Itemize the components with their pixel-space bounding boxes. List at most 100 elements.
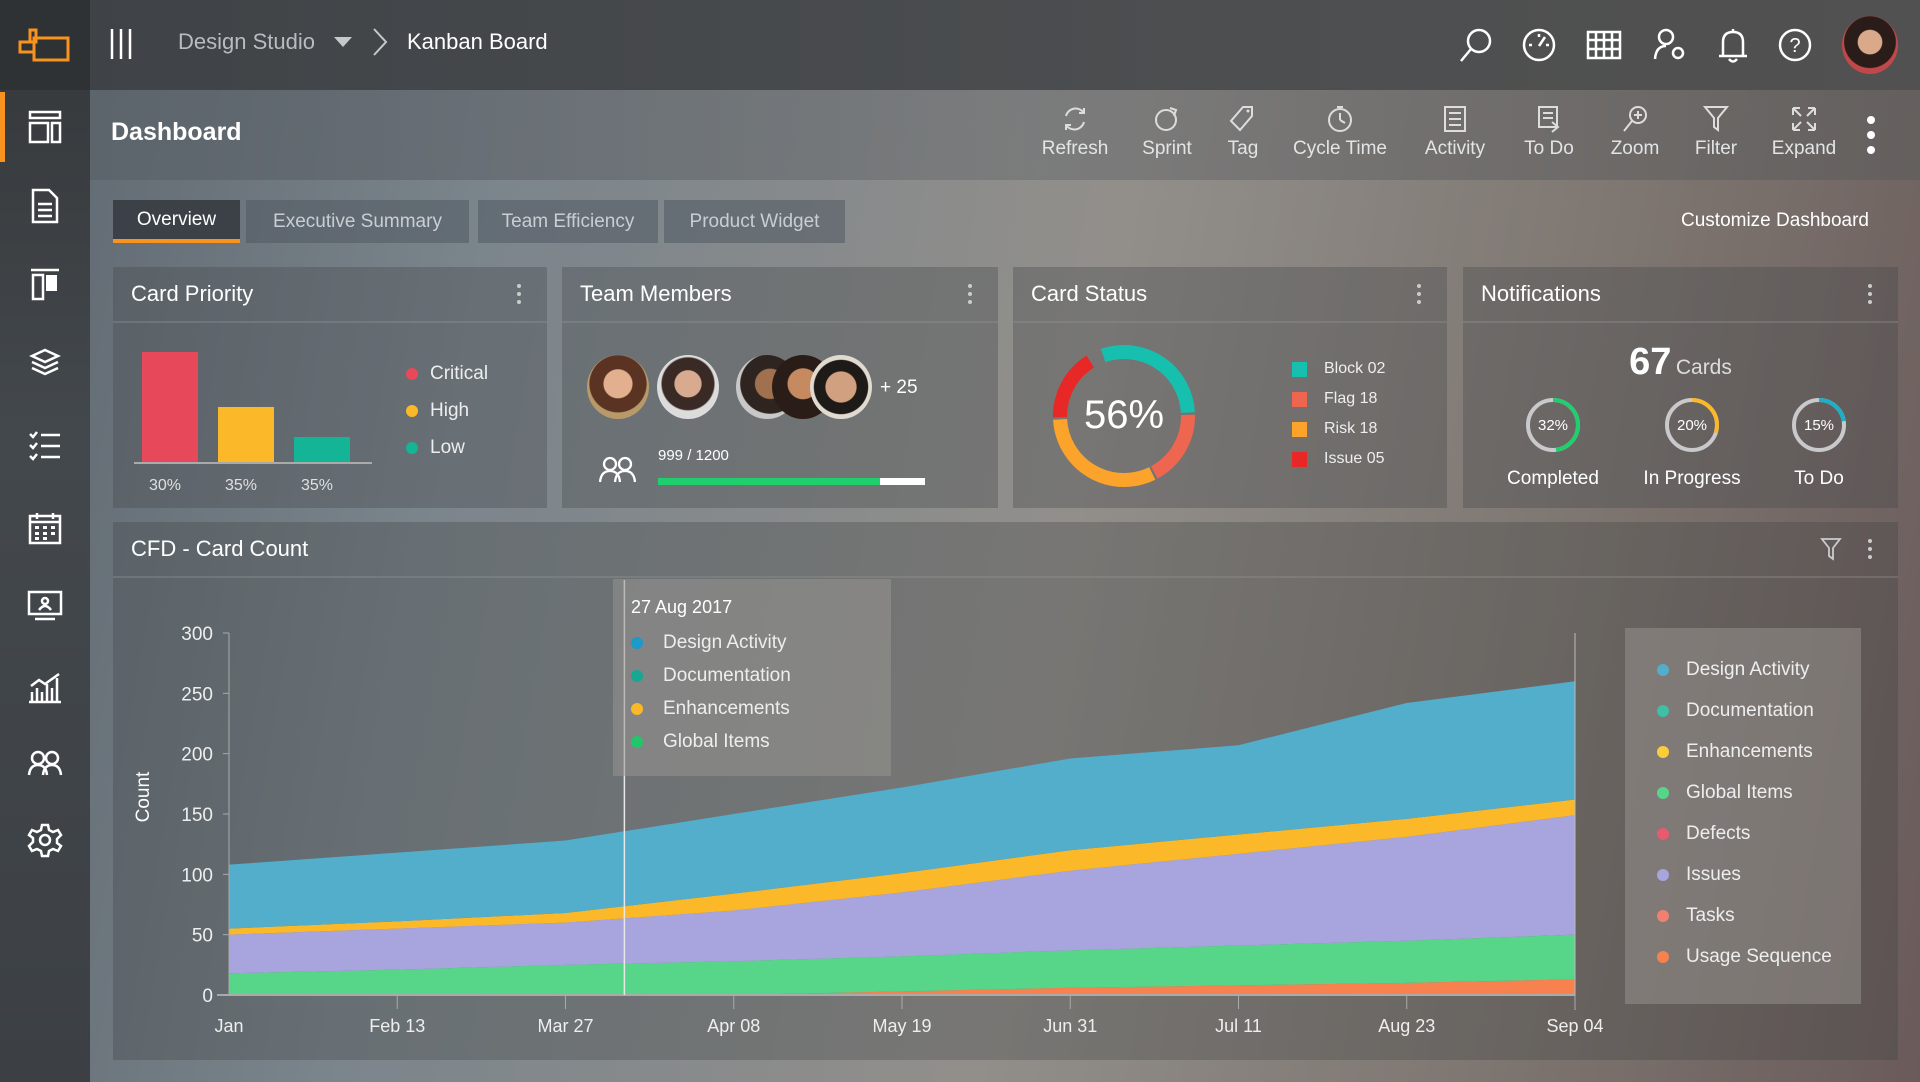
tab-overview[interactable]: Overview <box>113 200 240 243</box>
toolbar-filter-button[interactable]: Filter <box>1666 104 1766 160</box>
toolbar-tag-button[interactable]: Tag <box>1193 104 1293 160</box>
sidebar-item-settings[interactable] <box>0 805 90 875</box>
sidebar-item-reports[interactable] <box>0 653 90 723</box>
sidebar-item-layers[interactable] <box>0 327 90 397</box>
team-member-avatar[interactable] <box>810 355 872 419</box>
tooltip-label: Global Items <box>663 731 770 752</box>
series-dot-icon <box>631 670 643 682</box>
toolbar-label: Expand <box>1771 138 1837 159</box>
chart-menu-icon[interactable] <box>1860 534 1880 564</box>
progress-ring: 20% <box>1665 398 1719 452</box>
legend-item-tasks[interactable]: Tasks <box>1657 904 1861 927</box>
team-member-avatar[interactable] <box>587 355 649 419</box>
legend-item-documentation[interactable]: Documentation <box>1657 699 1861 722</box>
tab-executive-summary[interactable]: Executive Summary <box>246 200 469 243</box>
legend-label: Tasks <box>1686 904 1735 926</box>
legend-label: Issues <box>1686 863 1741 885</box>
legend-item-global-items[interactable]: Global Items <box>1657 781 1861 804</box>
y-tick-label: 200 <box>181 745 213 766</box>
legend-item-design-activity[interactable]: Design Activity <box>1657 658 1861 681</box>
y-tick-label: 250 <box>181 684 213 705</box>
more-options-icon[interactable] <box>1867 116 1875 154</box>
search-icon[interactable] <box>1453 22 1499 68</box>
area-design-activity[interactable] <box>229 681 1575 929</box>
ring-label: Completed <box>1507 468 1599 489</box>
tab-product-widget[interactable]: Product Widget <box>664 200 845 243</box>
tab-team-efficiency[interactable]: Team Efficiency <box>478 200 658 243</box>
legend-item-issues[interactable]: Issues <box>1657 863 1861 886</box>
team-member-avatar[interactable] <box>657 355 719 419</box>
help-icon[interactable]: ? <box>1772 22 1818 68</box>
area-usage-sequence[interactable] <box>229 979 1575 995</box>
status-legend-item: Risk 18 <box>1292 420 1385 438</box>
user-avatar[interactable] <box>1842 16 1898 74</box>
sidebar-item-checklist[interactable] <box>0 411 90 481</box>
toolbar-zoom-button[interactable]: Zoom <box>1585 104 1685 160</box>
status-legend-item: Flag 18 <box>1292 390 1385 408</box>
refresh-icon <box>1065 107 1085 131</box>
priority-legend-item: Low <box>406 437 488 459</box>
more-members-count[interactable]: + 25 <box>880 377 918 398</box>
legend-label: Block 02 <box>1324 360 1386 377</box>
priority-bar[interactable] <box>294 436 350 462</box>
notification-ring-completed[interactable]: 32% Completed <box>1503 395 1603 490</box>
cfd-area-chart[interactable]: 0 50 100 150 200 250 300 Jan Feb 13 Mar 27 Apr 08 M… <box>113 522 1898 1060</box>
legend-item-enhancements[interactable]: Enhancements <box>1657 740 1861 763</box>
donut-segment[interactable] <box>1053 355 1095 418</box>
chart-tooltip: 27 Aug 2017 Design Activity Documentation… <box>613 579 891 776</box>
breadcrumb-project[interactable]: Design Studio <box>178 29 315 54</box>
sidebar-item-calendar[interactable] <box>0 493 90 563</box>
toolbar-label: To Do <box>1524 138 1574 159</box>
widget-menu-icon[interactable] <box>1860 279 1880 309</box>
area-issues[interactable] <box>229 815 1575 974</box>
legend-label: Enhancements <box>1686 740 1813 762</box>
sidebar-item-presentation[interactable] <box>0 571 90 641</box>
legend-item-defects[interactable]: Defects <box>1657 822 1861 845</box>
sidebar <box>0 0 90 1082</box>
notification-ring-in-progress[interactable]: 20% In Progress <box>1642 395 1742 490</box>
app-logo[interactable] <box>0 0 90 90</box>
status-donut-chart <box>1053 345 1195 487</box>
series-dot-icon <box>1657 868 1669 881</box>
grid-icon[interactable] <box>1581 22 1627 68</box>
donut-segment[interactable] <box>1100 345 1195 414</box>
customize-dashboard-link[interactable]: Customize Dashboard <box>1681 210 1869 231</box>
chevron-down-icon[interactable] <box>333 36 353 48</box>
donut-segment[interactable] <box>1053 418 1156 487</box>
sidebar-item-documents[interactable] <box>0 171 90 241</box>
priority-bar[interactable] <box>142 352 198 462</box>
legend-item-usage-sequence[interactable]: Usage Sequence <box>1657 945 1861 968</box>
dashboard-icon <box>28 110 62 144</box>
sidebar-item-team[interactable] <box>0 728 90 798</box>
page-title: Dashboard <box>111 118 242 146</box>
priority-bar[interactable] <box>218 407 274 462</box>
priority-bar-chart <box>134 347 372 464</box>
menu-icon[interactable] <box>108 26 136 67</box>
donut-segment[interactable] <box>1150 414 1195 479</box>
y-tick-label: 150 <box>181 805 213 826</box>
toolbar-label: Sprint <box>1142 138 1192 159</box>
clock-icon <box>1328 106 1352 132</box>
toolbar-sprint-button[interactable]: Sprint <box>1117 104 1217 160</box>
filter-icon[interactable] <box>1820 537 1842 561</box>
toolbar-refresh-button[interactable]: Refresh <box>1025 104 1125 160</box>
dashboard-toolbar: Dashboard Refresh Sprint Tag Cycle Time Acti… <box>90 90 1920 180</box>
sidebar-item-board[interactable] <box>0 249 90 319</box>
widget-menu-icon[interactable] <box>1409 279 1429 309</box>
widget-menu-icon[interactable] <box>960 279 980 309</box>
todo-icon <box>1538 106 1560 133</box>
sidebar-item-dashboard[interactable] <box>0 92 90 162</box>
toolbar-expand-button[interactable]: Expand <box>1754 104 1854 160</box>
area-global-items[interactable] <box>229 934 1575 995</box>
toolbar-activity-button[interactable]: Activity <box>1405 104 1505 160</box>
notification-ring-to-do[interactable]: 15% To Do <box>1769 395 1869 490</box>
bell-icon[interactable] <box>1710 22 1756 68</box>
legend-square-icon <box>1292 451 1307 467</box>
toolbar-to-do-button[interactable]: To Do <box>1499 104 1599 160</box>
speedometer-icon[interactable] <box>1516 22 1562 68</box>
toolbar-cycle-time-button[interactable]: Cycle Time <box>1290 104 1390 160</box>
chart-title: CFD - Card Count <box>131 536 309 561</box>
widget-menu-icon[interactable] <box>509 279 529 309</box>
x-tick-label: Aug 23 <box>1378 1016 1435 1036</box>
user-settings-icon[interactable] <box>1647 22 1693 68</box>
